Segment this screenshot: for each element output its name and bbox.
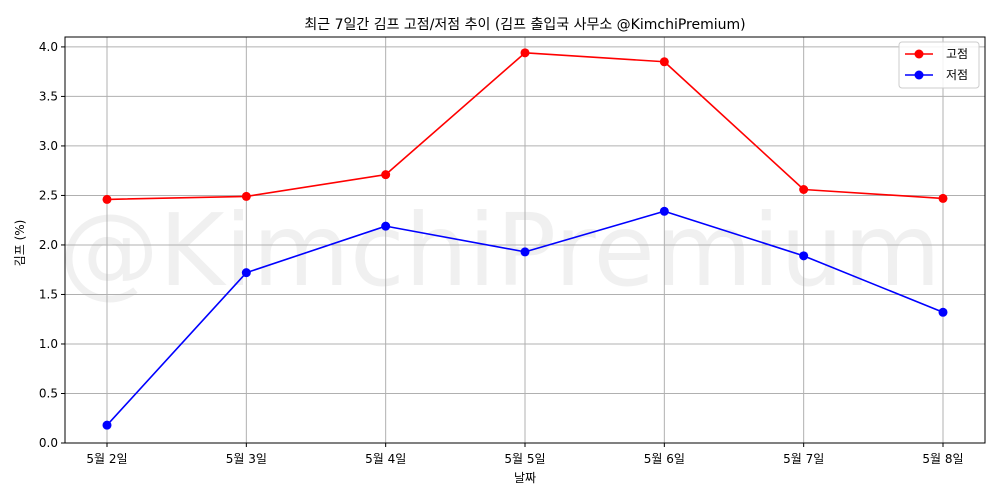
y-axis-title: 김프 (%) <box>13 220 27 267</box>
axes: 0.0 0.5 1.0 1.5 2.0 2.5 3.0 3.5 4.0 5월 2일 5월 3일 5월 … <box>39 36 986 466</box>
y-tick-label: 3.0 <box>39 139 58 153</box>
data-point <box>520 48 530 58</box>
data-point <box>241 268 251 278</box>
y-tick-label: 2.5 <box>39 188 58 202</box>
y-tick-label: 1.0 <box>39 337 58 351</box>
data-point <box>799 251 809 261</box>
grid-lines <box>65 37 985 444</box>
legend-label: 저점 <box>946 68 968 82</box>
chart-title: 최근 7일간 김프 고점/저점 추이 (김프 출입국 사무소 @KimchiPr… <box>304 17 745 33</box>
data-point <box>659 206 669 216</box>
series-lines <box>102 48 948 430</box>
x-tick-label: 5월 7일 <box>783 452 824 466</box>
x-tick-label: 5월 4일 <box>365 452 406 466</box>
y-tick-label: 0.0 <box>39 436 58 450</box>
data-point <box>102 194 112 204</box>
data-point <box>799 184 809 194</box>
data-point <box>659 57 669 67</box>
data-point <box>938 307 948 317</box>
data-point <box>938 193 948 203</box>
x-tick-label: 5월 5일 <box>504 452 545 466</box>
legend-label: 고점 <box>946 47 968 61</box>
data-point <box>102 420 112 430</box>
y-tick-label: 0.5 <box>39 386 58 400</box>
x-axis-title: 날짜 <box>514 471 536 485</box>
y-tick-label: 3.5 <box>39 89 58 103</box>
data-point <box>381 221 391 231</box>
y-tick-label: 1.5 <box>39 287 58 301</box>
data-point <box>241 191 251 201</box>
x-tick-label: 5월 2일 <box>86 452 127 466</box>
data-point <box>520 247 530 257</box>
y-tick-label: 4.0 <box>39 40 58 54</box>
x-tick-label: 5월 8일 <box>922 452 963 466</box>
legend-marker <box>914 49 924 59</box>
x-tick-label: 5월 3일 <box>226 452 267 466</box>
y-tick-label: 2.0 <box>39 238 58 252</box>
legend-marker <box>914 70 924 80</box>
data-point <box>381 170 391 180</box>
watermark-text: @KimchiPremium <box>59 192 941 309</box>
x-tick-label: 5월 6일 <box>644 452 685 466</box>
